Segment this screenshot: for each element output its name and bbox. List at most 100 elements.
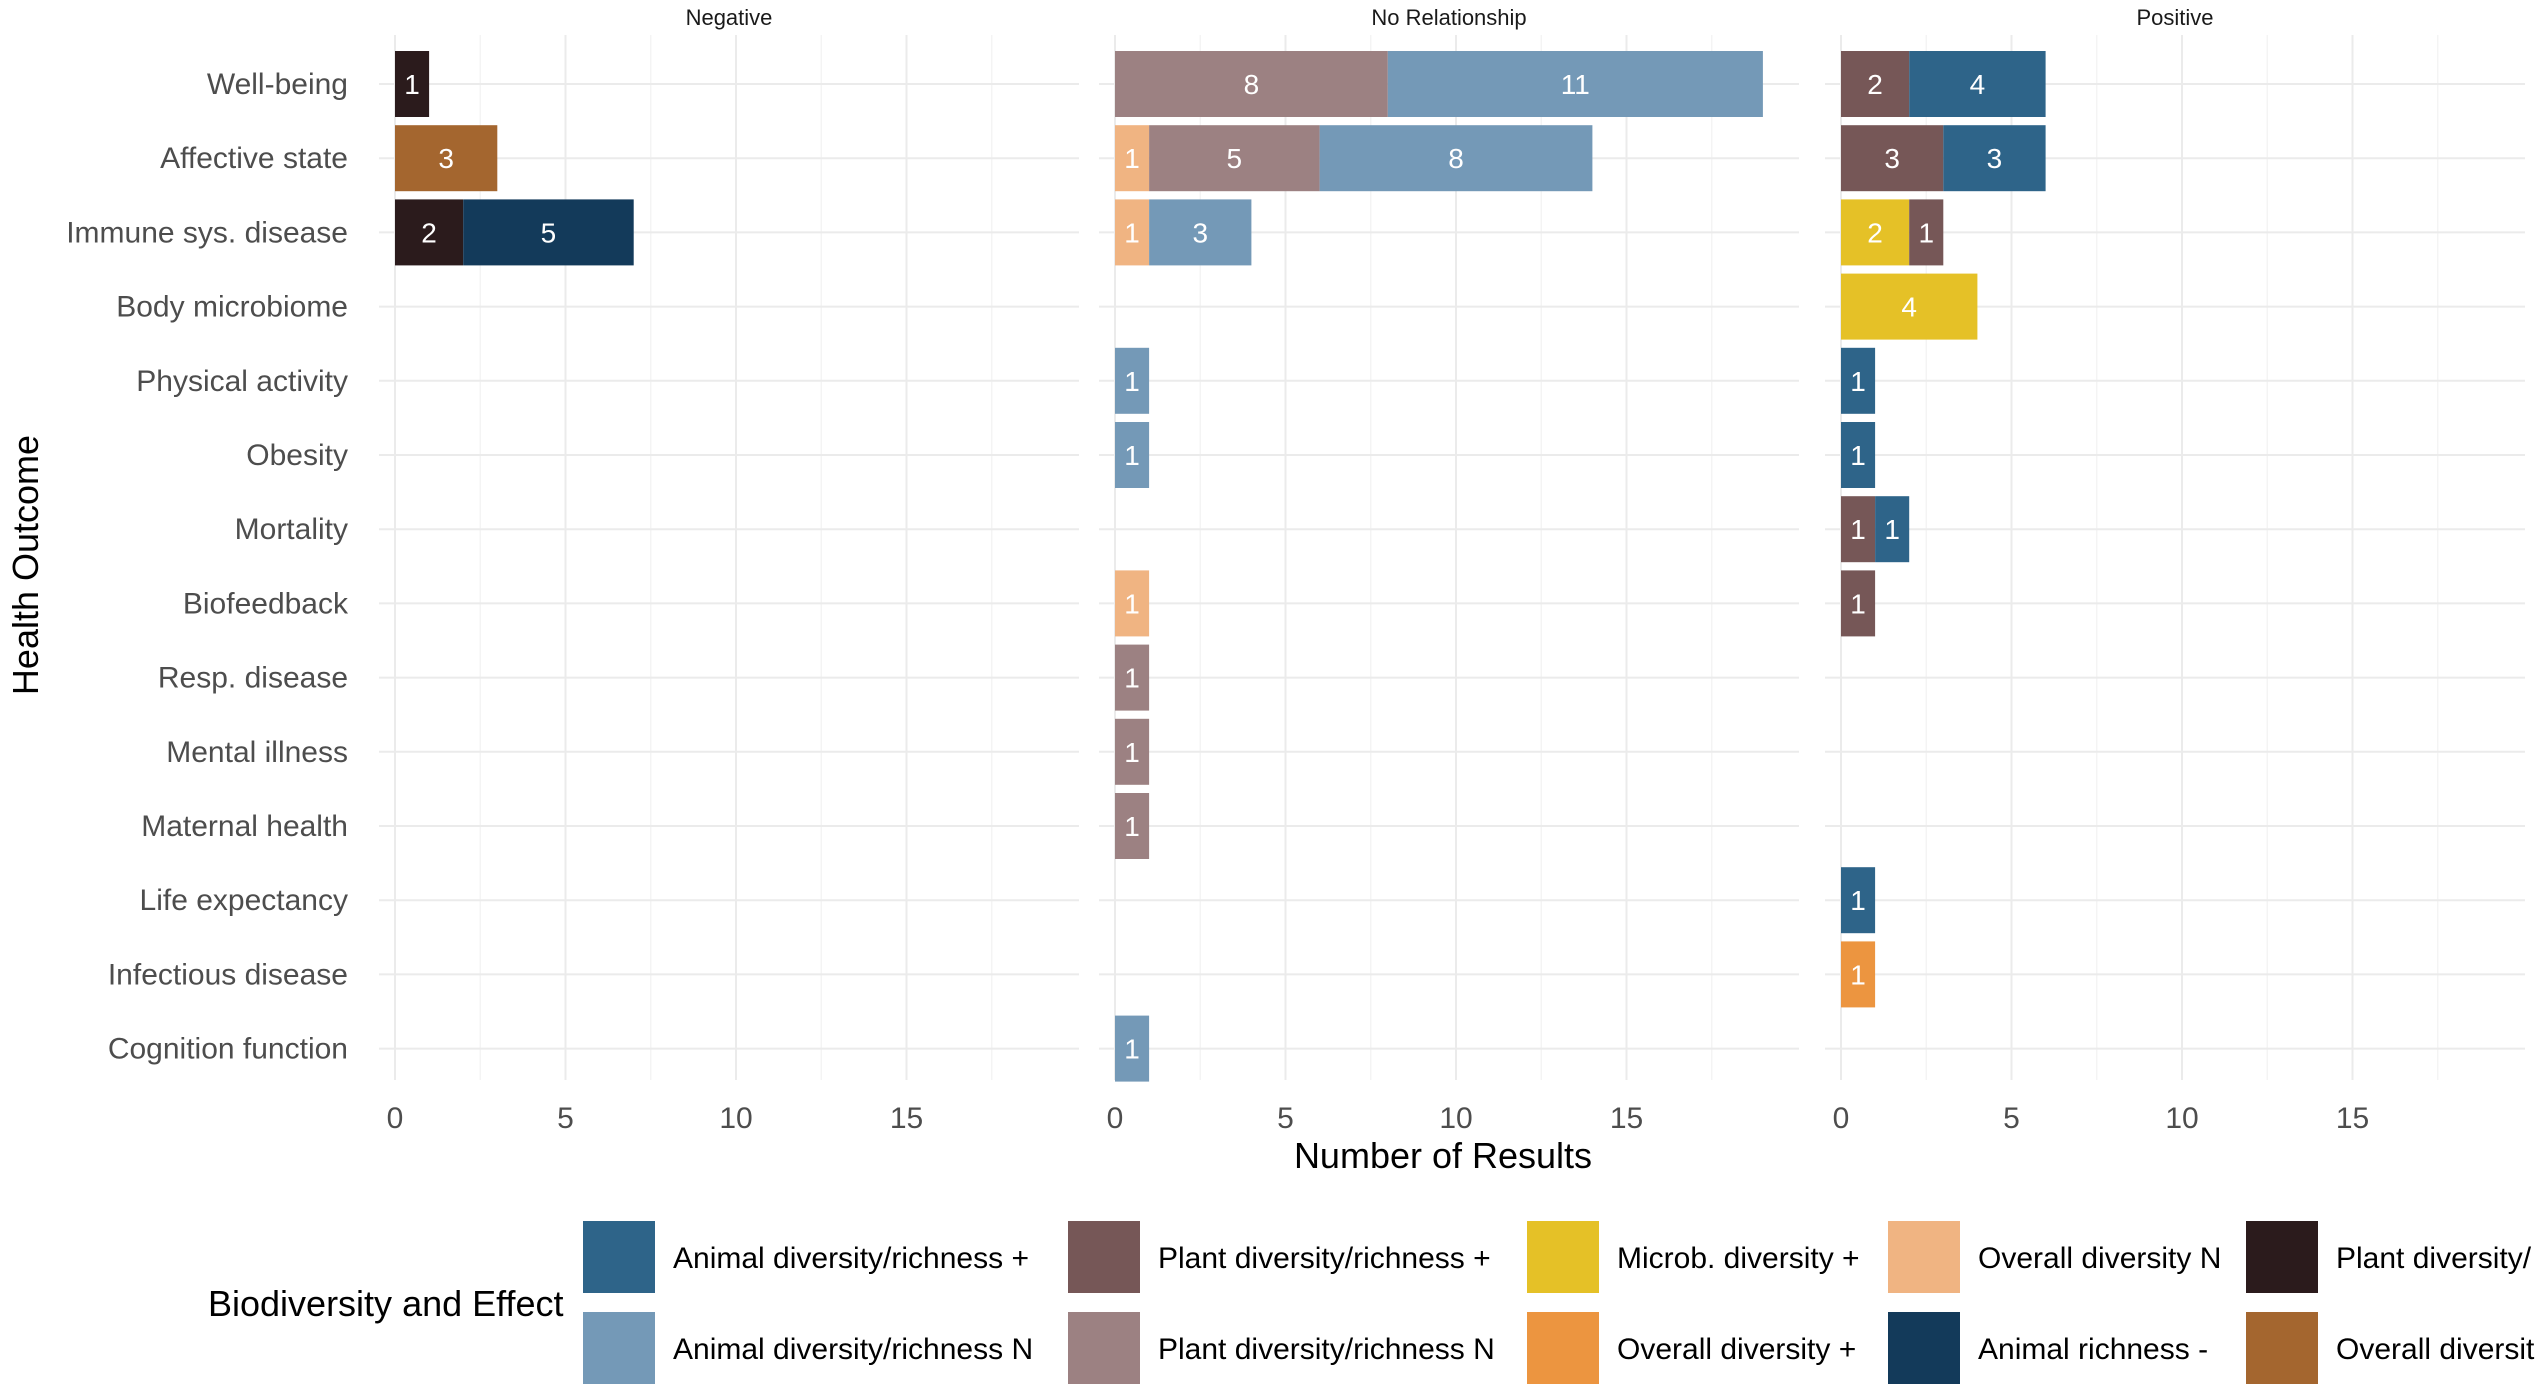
bar-value-label: 1: [1124, 143, 1140, 174]
y-category-label-life-expectancy: Life expectancy: [140, 884, 348, 917]
bar-segment-no-relationship-immune-sys-disease-animal-diversity-richness-n: [1149, 199, 1252, 266]
legend-key-plant-diversity-richness-n: [1068, 1312, 1140, 1384]
bar-value-label: 1: [1124, 366, 1140, 397]
y-axis-title: Health Outcome: [5, 435, 46, 695]
y-category-label-body-microbiome: Body microbiome: [116, 291, 348, 324]
bar-segment-no-relationship-immune-sys-disease-overall-diversity-n: [1115, 199, 1150, 266]
bar-value-label: 4: [1970, 69, 1986, 100]
bar-value-label: 1: [1124, 217, 1140, 248]
bar-segment-positive-mortality-animal-diversity-richness: [1875, 496, 1910, 563]
bar-value-label: 1: [1124, 811, 1140, 842]
bar-value-label: 2: [421, 217, 437, 248]
legend-label-animal-richness: Animal richness -: [1978, 1333, 2208, 1366]
bar-value-label: 3: [1884, 143, 1900, 174]
bar-value-label: 8: [1448, 143, 1464, 174]
legend-key-plant-diversity: [2246, 1221, 2318, 1293]
bar-value-label: 5: [1227, 143, 1243, 174]
legend-label-plant-diversity: Plant diversity/: [2336, 1242, 2532, 1275]
bar-value-label: 1: [1124, 440, 1140, 471]
bar-segment-no-relationship-maternal-health-plant-diversity-richness-n: [1115, 793, 1150, 859]
x-axis-title: Number of Results: [1294, 1135, 1592, 1176]
legend-label-overall-diversit: Overall diversit: [2336, 1333, 2535, 1366]
bar-value-label: 2: [1867, 69, 1883, 100]
legend-label-overall-diversity: Overall diversity +: [1617, 1333, 1856, 1366]
x-tick-label: 15: [890, 1102, 923, 1135]
bar-value-label: 1: [1850, 588, 1866, 619]
bar-segment-positive-well-being-plant-diversity-richness: [1841, 51, 1910, 117]
bar-segment-positive-obesity-animal-diversity-richness: [1841, 422, 1876, 488]
bar-segment-negative-affective-state-overall-diversit: [395, 125, 498, 192]
bar-value-label: 5: [541, 217, 557, 248]
y-category-label-maternal-health: Maternal health: [141, 810, 348, 843]
bar-value-label: 3: [1987, 143, 2003, 174]
y-category-label-affective-state: Affective state: [160, 142, 348, 175]
x-tick-label: 10: [719, 1102, 752, 1135]
bar-segment-no-relationship-mental-illness-plant-diversity-richness-n: [1115, 718, 1150, 785]
bar-segment-positive-affective-state-animal-diversity-richness: [1943, 125, 2046, 192]
bar-segment-no-relationship-affective-state-animal-diversity-richness-n: [1319, 125, 1593, 192]
legend-label-animal-diversity-richness-n: Animal diversity/richness N: [673, 1333, 1033, 1366]
legend-label-animal-diversity-richness: Animal diversity/richness +: [673, 1242, 1029, 1275]
bar-value-label: 1: [1884, 514, 1900, 545]
bar-value-label: 3: [438, 143, 454, 174]
y-category-label-cognition-function: Cognition function: [108, 1033, 348, 1066]
x-tick-label: 0: [1107, 1102, 1124, 1135]
bar-value-label: 8: [1244, 69, 1260, 100]
bar-segment-no-relationship-affective-state-overall-diversity-n: [1115, 125, 1150, 192]
bar-value-label: 4: [1901, 292, 1917, 323]
x-tick-label: 15: [2336, 1102, 2369, 1135]
bar-segment-no-relationship-well-being-plant-diversity-richness-n: [1115, 51, 1388, 117]
x-tick-label: 5: [2003, 1102, 2020, 1135]
legend-key-animal-richness: [1888, 1312, 1960, 1384]
bar-value-label: 11: [1561, 69, 1590, 100]
facet-title-positive: Positive: [2136, 5, 2213, 30]
bar-value-label: 2: [1867, 217, 1883, 248]
legend-key-animal-diversity-richness-n: [583, 1312, 655, 1384]
y-category-label-immune-sys-disease: Immune sys. disease: [66, 216, 348, 249]
y-category-label-physical-activity: Physical activity: [136, 365, 348, 398]
bar-segment-positive-body-microbiome-microb-diversity: [1841, 273, 1978, 340]
bar-value-label: 1: [1850, 440, 1866, 471]
bar-value-label: 1: [1850, 885, 1866, 916]
legend-key-overall-diversit: [2246, 1312, 2318, 1384]
y-category-label-biofeedback: Biofeedback: [183, 587, 349, 620]
x-tick-label: 5: [1277, 1102, 1294, 1135]
facet-title-negative: Negative: [686, 5, 773, 30]
bar-segment-positive-infectious-disease-overall-diversity: [1841, 941, 1876, 1008]
facet-title-no-relationship: No Relationship: [1371, 5, 1526, 30]
bar-segment-no-relationship-affective-state-plant-diversity-richness-n: [1149, 125, 1320, 192]
bar-segment-no-relationship-resp-disease-plant-diversity-richness-n: [1115, 644, 1150, 711]
legend-label-microb-diversity: Microb. diversity +: [1617, 1242, 1860, 1275]
bar-segment-no-relationship-well-being-animal-diversity-richness-n: [1387, 51, 1763, 117]
legend-key-microb-diversity: [1527, 1221, 1599, 1293]
legend-title: Biodiversity and Effect: [208, 1283, 564, 1324]
bar-segment-positive-immune-sys-disease-plant-diversity-richness: [1909, 199, 1944, 266]
x-tick-label: 15: [1610, 1102, 1643, 1135]
legend-key-overall-diversity: [1527, 1312, 1599, 1384]
x-tick-label: 5: [557, 1102, 574, 1135]
y-category-label-mortality: Mortality: [235, 513, 348, 546]
bar-value-label: 1: [1124, 1034, 1140, 1065]
bar-segment-negative-well-being-plant-diversity: [395, 51, 430, 117]
bar-segment-positive-biofeedback-plant-diversity-richness: [1841, 570, 1876, 637]
legend-key-plant-diversity-richness: [1068, 1221, 1140, 1293]
bar-segment-positive-affective-state-plant-diversity-richness: [1841, 125, 1944, 192]
y-category-label-infectious-disease: Infectious disease: [108, 958, 348, 991]
x-tick-label: 0: [387, 1102, 404, 1135]
y-category-label-obesity: Obesity: [246, 439, 348, 472]
bar-value-label: 1: [1850, 959, 1866, 990]
bar-segment-positive-physical-activity-animal-diversity-richness: [1841, 347, 1876, 414]
legend-label-overall-diversity-n: Overall diversity N: [1978, 1242, 2221, 1275]
bar-value-label: 1: [1850, 366, 1866, 397]
bar-segment-no-relationship-biofeedback-overall-diversity-n: [1115, 570, 1150, 637]
bar-segment-no-relationship-cognition-function-animal-diversity-richness-n: [1115, 1015, 1150, 1082]
bar-value-label: 1: [1124, 588, 1140, 619]
bar-value-label: 1: [404, 69, 420, 100]
legend-key-animal-diversity-richness: [583, 1221, 655, 1293]
bar-segment-negative-immune-sys-disease-animal-richness: [463, 199, 634, 266]
bar-value-label: 1: [1124, 737, 1140, 768]
bar-value-label: 1: [1850, 514, 1866, 545]
bar-segment-positive-well-being-animal-diversity-richness: [1909, 51, 2046, 117]
